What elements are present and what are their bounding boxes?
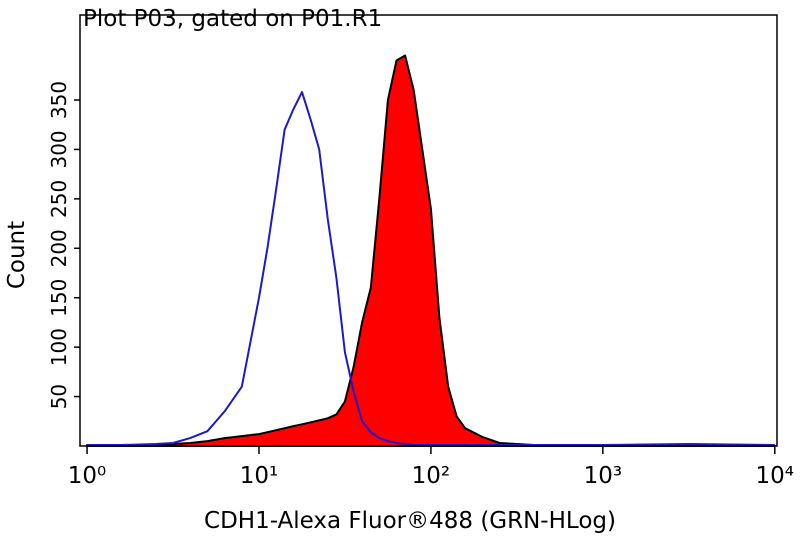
histogram-line <box>87 91 775 446</box>
x-tick-label: 10¹ <box>240 463 279 489</box>
y-axis-label: Count <box>4 221 30 289</box>
y-tick-label: 50 <box>47 384 71 409</box>
y-tick-label: 150 <box>47 279 71 317</box>
x-tick-label: 10² <box>412 463 451 489</box>
histogram-area <box>86 54 776 447</box>
y-tick-label: 200 <box>47 229 71 267</box>
x-tick-label: 10³ <box>584 463 623 489</box>
y-tick-label: 300 <box>47 130 71 168</box>
y-tick-label: 100 <box>47 328 71 366</box>
y-tick-label: 250 <box>47 180 71 218</box>
x-tick-label: 10⁴ <box>756 463 795 489</box>
plot-frame <box>79 14 778 447</box>
x-axis-label: CDH1-Alexa Fluor®488 (GRN-HLog) <box>204 508 616 534</box>
y-tick-label: 350 <box>47 81 71 119</box>
x-tick-label: 10⁰ <box>68 463 107 489</box>
chart-title: Plot P03, gated on P01.R1 <box>83 6 382 32</box>
